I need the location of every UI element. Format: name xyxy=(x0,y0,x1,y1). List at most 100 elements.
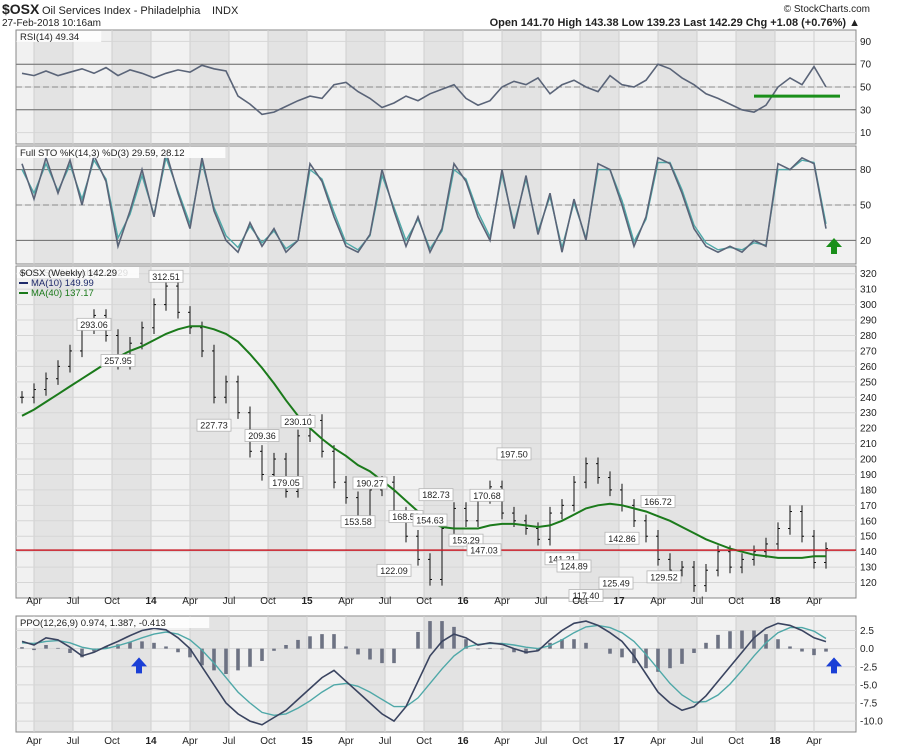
ppo-histogram-bar xyxy=(644,648,648,669)
ppo-histogram-bar xyxy=(32,648,36,651)
time-axis-label: 15 xyxy=(301,596,313,607)
price-data-label: 312.51 xyxy=(152,272,180,282)
time-axis-label: Apr xyxy=(494,736,510,747)
y-tick-label: 140 xyxy=(860,547,877,558)
ppo-histogram-bar xyxy=(176,648,180,653)
price-data-label: 122.09 xyxy=(380,566,408,576)
y-tick-label: -5.0 xyxy=(860,680,878,691)
ppo-histogram-bar xyxy=(776,639,780,649)
y-tick-label: 70 xyxy=(860,60,872,71)
time-axis-label: Oct xyxy=(572,596,588,607)
ppo-histogram-bar xyxy=(236,648,240,671)
price-data-label: 182.73 xyxy=(422,490,450,500)
blue-up-arrow-icon xyxy=(131,657,147,674)
price-label-box xyxy=(598,576,634,590)
ppo-histogram-bar xyxy=(500,648,504,650)
green-up-arrow-icon xyxy=(826,238,842,254)
ppo-histogram-bar xyxy=(320,634,324,649)
y-tick-label: 230 xyxy=(860,408,877,419)
ppo-histogram-bar xyxy=(188,648,192,658)
ppo-histogram-bar xyxy=(536,648,540,651)
sto-k-line xyxy=(21,151,827,255)
ppo-histogram-bar xyxy=(80,648,84,658)
y-tick-label: 290 xyxy=(860,316,877,327)
y-tick-label: -10.0 xyxy=(860,717,883,728)
ppo-histogram-bar xyxy=(308,636,312,649)
price-label-box xyxy=(76,317,112,331)
price-label-box xyxy=(568,589,604,602)
ppo-histogram-bar xyxy=(212,648,216,671)
header-symbol: $OSX xyxy=(2,1,40,17)
time-axis-label: Oct xyxy=(728,736,744,747)
ppo-histogram-bar xyxy=(704,642,708,649)
ppo-line xyxy=(21,620,827,726)
y-tick-label: 30 xyxy=(860,105,872,116)
time-axis-label: Oct xyxy=(416,736,432,747)
ppo-histogram-bar xyxy=(248,648,252,667)
panel-title: RSI(14) 49.34 xyxy=(20,32,79,43)
time-band xyxy=(34,617,73,731)
ppo-histogram-bar xyxy=(152,642,156,649)
ppo-histogram-bar xyxy=(44,645,48,649)
price-data-label: 125.49 xyxy=(602,579,630,589)
price-data-label: 147.03 xyxy=(470,545,498,555)
price-label-box xyxy=(466,543,502,557)
y-tick-label: 190 xyxy=(860,470,877,481)
ppo-histogram-bar xyxy=(464,639,468,649)
ppo-histogram-bar xyxy=(20,647,24,649)
y-tick-label: 220 xyxy=(860,424,877,435)
price-label-box xyxy=(340,515,376,529)
ppo-histogram-bar xyxy=(620,648,624,658)
time-axis-label: Oct xyxy=(104,736,120,747)
ppo-histogram-bar xyxy=(104,646,108,649)
ppo-histogram-bar xyxy=(272,648,276,651)
y-tick-label: 80 xyxy=(860,165,872,176)
time-band xyxy=(580,617,619,731)
price-data-label: 179.05 xyxy=(272,478,300,488)
ppo-histogram-bar xyxy=(572,639,576,649)
price-label-box xyxy=(556,559,592,573)
price-data-label: 153.29 xyxy=(452,536,480,546)
time-axis-label: Apr xyxy=(26,596,42,607)
y-tick-label: 160 xyxy=(860,516,877,527)
price-data-label: 117.40 xyxy=(573,591,600,601)
ppo-histogram-bar xyxy=(800,648,804,652)
ppo-histogram-bar xyxy=(812,648,816,656)
price-label-box xyxy=(352,476,388,490)
panel-rsi: 10 30 50 70 90 RSI(14) 49.34 xyxy=(15,29,872,145)
time-band xyxy=(112,617,151,731)
time-axis-label: 16 xyxy=(457,736,469,747)
header-credit: © StockCharts.com xyxy=(784,4,870,15)
ppo-histogram-bar xyxy=(740,630,744,649)
time-axis-label: Apr xyxy=(26,736,42,747)
time-band xyxy=(34,267,73,597)
time-axis-label: Jul xyxy=(223,596,236,607)
ppo-histogram-bar xyxy=(164,646,168,649)
price-label-box xyxy=(418,488,454,502)
price-data-label: 257.95 xyxy=(104,356,132,366)
header-quote: Open 141.70 High 143.38 Low 139.23 Last … xyxy=(490,17,860,29)
price-data-label: 209.36 xyxy=(248,431,276,441)
price-label-box xyxy=(604,531,640,545)
time-axis-label: Jul xyxy=(67,736,80,747)
price-data-label: 197.50 xyxy=(500,449,528,459)
panel-title: Full STO %K(14,3) %D(3) 29.59, 28.12 xyxy=(20,148,185,159)
time-band xyxy=(424,267,463,597)
ppo-histogram-bar xyxy=(344,646,348,649)
time-band xyxy=(580,267,619,597)
ppo-signal-line xyxy=(21,624,827,717)
y-tick-label: 50 xyxy=(860,201,872,212)
time-axis-label: Apr xyxy=(182,596,198,607)
header-datetime: 27-Feb-2018 10:16am xyxy=(2,18,101,29)
y-tick-label: 50 xyxy=(860,83,872,94)
blue-up-arrow-icon xyxy=(826,657,842,674)
price-data-label: 129.52 xyxy=(650,572,678,582)
time-axis-label: Jul xyxy=(535,596,548,607)
price-label-box xyxy=(646,570,682,584)
price-label-box xyxy=(448,533,484,547)
time-axis-label: Apr xyxy=(494,596,510,607)
price-label-box xyxy=(148,269,184,283)
ppo-histogram-bar xyxy=(356,648,360,655)
ppo-histogram-bar xyxy=(56,647,60,649)
ppo-histogram-bar xyxy=(368,648,372,660)
